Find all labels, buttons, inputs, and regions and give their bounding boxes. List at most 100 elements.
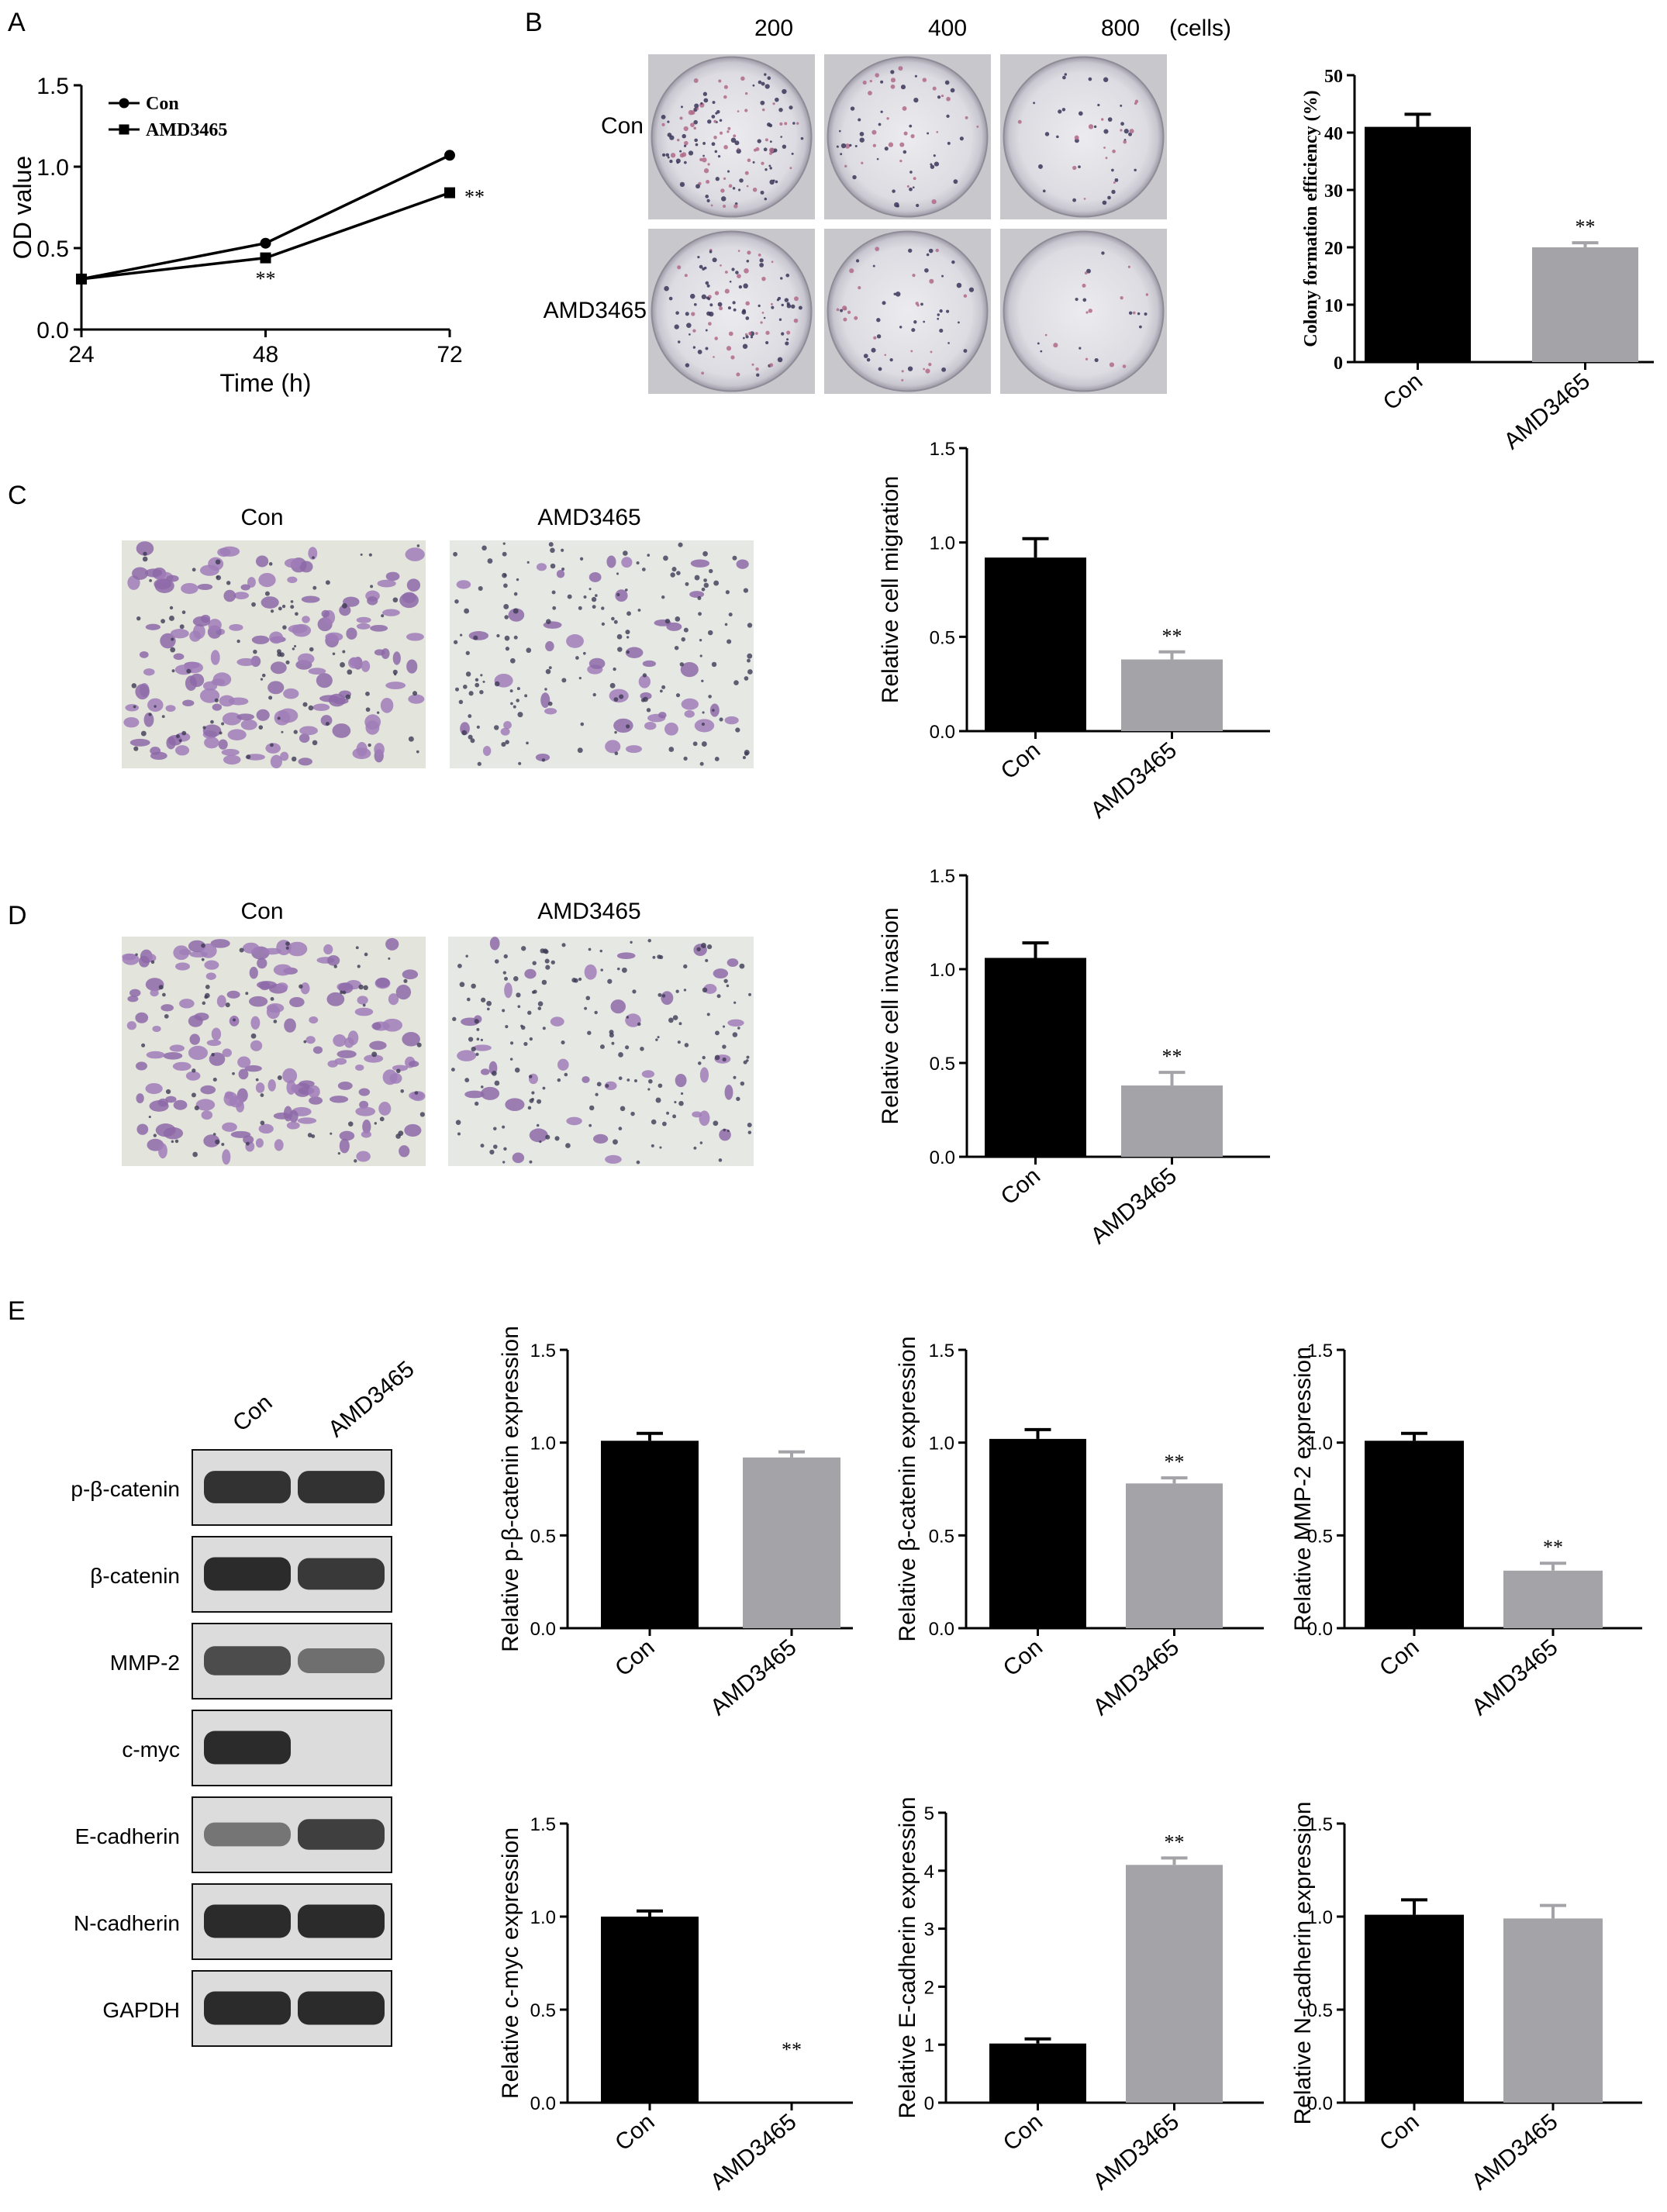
stained-cell [625, 745, 642, 754]
stained-cell [147, 698, 164, 713]
stained-cell [216, 995, 226, 1008]
cell-count-label: 800 [1101, 16, 1140, 41]
pore-dot [727, 639, 732, 644]
bar [985, 557, 1086, 731]
pore-dot [192, 1068, 196, 1073]
colony-dot [836, 308, 840, 312]
pore-dot [545, 965, 550, 970]
colony-dot [1120, 296, 1123, 300]
pore-dot [537, 1001, 544, 1007]
pore-dot [699, 638, 702, 642]
colony-dot [890, 78, 896, 83]
colony-dot [733, 308, 737, 312]
stained-cell [280, 751, 289, 761]
bar [989, 1438, 1086, 1628]
stained-cell [404, 1123, 422, 1137]
stained-cell [604, 1081, 617, 1090]
colony-dot [923, 320, 926, 323]
pore-dot [392, 669, 398, 675]
colony-dot [911, 328, 916, 333]
x-tick-label: Con [610, 2109, 659, 2156]
y-tick-label: 0.0 [36, 318, 69, 343]
colony-dot [742, 343, 748, 349]
pore-dot [677, 1040, 681, 1044]
stained-cell [210, 650, 220, 665]
pore-dot [743, 1060, 747, 1065]
pore-dot [588, 1123, 592, 1127]
colony-dot [858, 286, 861, 290]
colony-dot [745, 335, 749, 339]
x-tick-label: Con [999, 1634, 1047, 1682]
stained-cell [524, 968, 537, 979]
pore-dot [630, 940, 633, 944]
colony-dot [963, 349, 968, 353]
colony-dot [927, 132, 930, 135]
y-tick-label: 30 [1324, 181, 1343, 202]
pore-dot [617, 647, 623, 652]
stained-cell [312, 1046, 323, 1054]
stained-cell [270, 661, 287, 675]
colony-dot [1101, 118, 1104, 121]
stained-cell [326, 954, 340, 966]
stained-cell [356, 623, 371, 630]
colony-dot [727, 170, 730, 173]
colony-dot [781, 303, 784, 307]
stained-cell [217, 547, 231, 557]
stained-cell [535, 753, 550, 761]
pore-dot [587, 1030, 592, 1035]
pore-dot [692, 741, 698, 747]
blot-label: c-myc [122, 1738, 180, 1762]
stained-cell [165, 705, 176, 713]
colony-dot [685, 312, 689, 316]
colony-dot [715, 177, 720, 181]
pore-dot [504, 976, 508, 981]
colony-dot [720, 188, 725, 193]
colony-dot [764, 84, 770, 89]
colony-dot [1044, 333, 1047, 336]
colony-dot [796, 122, 799, 125]
stained-cell [173, 653, 185, 661]
colony-dot [947, 141, 951, 145]
stained-cell [461, 1017, 480, 1027]
pore-dot [616, 592, 620, 597]
stained-cell [661, 991, 674, 1006]
stained-cell [512, 1152, 525, 1164]
stained-cell [456, 580, 471, 589]
colony-dot [761, 276, 766, 281]
bar-chart-e1: 0.0 0.5 1.0 1.5 Con AMD3465 Relative p-β-caten… [498, 1326, 853, 1720]
colony-dot [968, 287, 975, 292]
colony-dot [909, 187, 913, 192]
pore-dot [683, 989, 687, 992]
colony-dot [888, 142, 894, 147]
colony-dot [769, 167, 772, 170]
colony-dot [838, 129, 841, 133]
stained-cell [724, 1085, 733, 1100]
pore-dot [616, 633, 623, 640]
colony-dot [775, 97, 779, 102]
colony-dot [695, 143, 699, 147]
pore-dot [526, 561, 530, 564]
colony-dot [707, 297, 711, 301]
pore-dot [623, 550, 628, 556]
colony-dot [873, 336, 877, 340]
colony-dot [1123, 140, 1127, 144]
significance-marker: ** [1165, 1451, 1185, 1473]
pore-dot [461, 730, 468, 736]
colony-dot [746, 259, 750, 263]
colony-dot [876, 334, 882, 339]
stained-cell [249, 966, 258, 979]
stained-cell [136, 1093, 144, 1104]
stained-cell [392, 651, 401, 665]
pore-dot [471, 1046, 476, 1052]
pore-dot [592, 605, 596, 609]
pore-dot [672, 1114, 677, 1119]
stained-cell [262, 947, 281, 955]
stained-cell [489, 937, 500, 951]
colony-dot [875, 73, 879, 78]
colony-dot [946, 309, 950, 313]
colony-dot [946, 96, 951, 102]
colony-dot [958, 321, 960, 324]
colony-dot [714, 291, 720, 295]
pore-dot [636, 561, 640, 565]
pore-dot [625, 1045, 630, 1050]
